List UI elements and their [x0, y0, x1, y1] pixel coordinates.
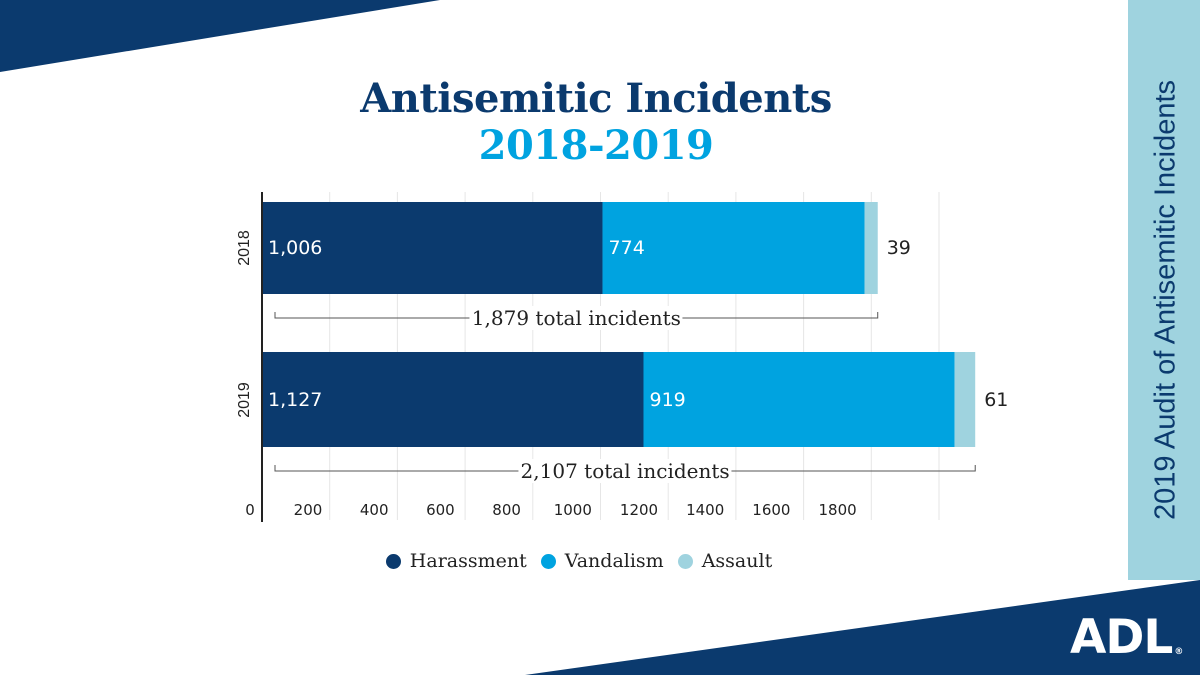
x-tick-label: 800: [492, 501, 521, 519]
total-label-2019: 2,107 total incidents: [518, 459, 732, 483]
x-tick-label: 0: [245, 501, 255, 519]
data-label-2019-harassment: 1,127: [268, 388, 323, 411]
chart-subtitle: 2018-2019: [478, 122, 714, 169]
adl-logo-text: ADL: [1070, 610, 1173, 665]
x-tick-label: 1200: [619, 501, 659, 519]
bar-2019-assault: [954, 352, 976, 447]
bar-2018-harassment: [262, 202, 603, 294]
year-label-2018: 2018: [236, 230, 253, 266]
x-tick-label: 1800: [818, 501, 857, 519]
side-panel: [1128, 0, 1200, 580]
legend-item-harassment: Harassment: [385, 550, 527, 572]
x-tick-label: 600: [426, 501, 455, 519]
x-tick-label: 200: [293, 501, 323, 519]
chart-title: Antisemitic Incidents: [360, 75, 832, 122]
adl-logo: ADL ®: [1070, 610, 1183, 665]
bar-2018-vandalism: [602, 202, 865, 294]
bottom-right-banner: [525, 580, 1200, 675]
data-label-2018-vandalism: 774: [608, 237, 645, 259]
x-tick-label: 400: [359, 501, 389, 519]
data-label-2019-assault: 61: [984, 388, 1009, 411]
legend-label-harassment: Harassment: [409, 550, 527, 572]
legend-item-assault: Assault: [677, 550, 773, 572]
legend-swatch-harassment: [385, 553, 401, 569]
legend-label-vandalism: Vandalism: [564, 550, 664, 572]
legend-label-assault: Assault: [701, 550, 773, 572]
data-label-2018-assault: 39: [886, 237, 911, 259]
top-left-banner: [0, 0, 440, 72]
legend-swatch-vandalism: [540, 553, 556, 569]
bar-2019-vandalism: [643, 352, 955, 447]
legend-item-vandalism: Vandalism: [540, 550, 664, 572]
x-tick-label: 1600: [752, 501, 791, 519]
legend-swatch-assault: [677, 553, 693, 569]
data-label-2019-vandalism: 919: [649, 388, 686, 411]
total-label-2018: 1,879 total incidents: [469, 306, 683, 330]
data-label-2018-harassment: 1,006: [268, 237, 323, 259]
bar-2018-assault: [864, 202, 878, 294]
x-tick-label: 1400: [686, 501, 725, 519]
year-label-2019: 2019: [236, 381, 253, 418]
x-tick-label: 1000: [553, 501, 592, 519]
registered-mark: ®: [1174, 647, 1183, 657]
bar-2019-harassment: [262, 352, 644, 447]
chart-legend: Harassment Vandalism Assault: [0, 550, 1158, 572]
